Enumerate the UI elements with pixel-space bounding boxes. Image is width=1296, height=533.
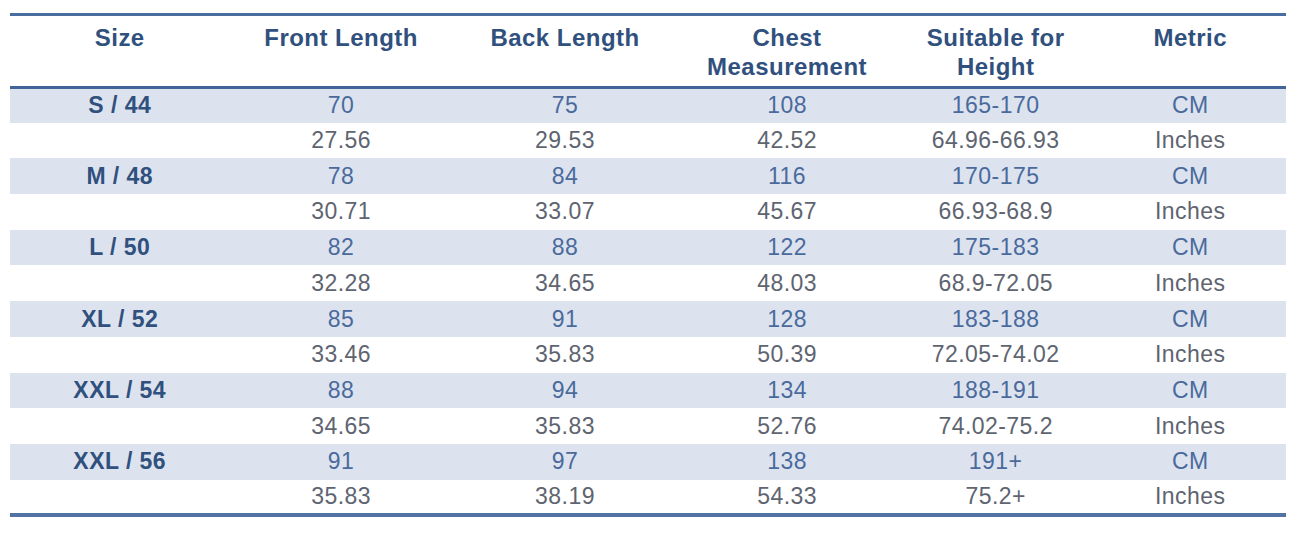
- value-cell: 33.07: [453, 194, 678, 230]
- value-cell: 35.83: [453, 408, 678, 444]
- value-cell: 29.53: [453, 123, 678, 159]
- value-cell: 88: [453, 230, 678, 266]
- value-cell: 35.83: [229, 480, 452, 516]
- metric-cell: Inches: [1095, 123, 1286, 159]
- column-header-size: Size: [10, 15, 229, 88]
- value-cell: 94: [453, 373, 678, 409]
- table-row: 35.8338.1954.3375.2+Inches: [10, 480, 1286, 516]
- value-cell: 30.71: [229, 194, 452, 230]
- size-cell: [10, 123, 229, 159]
- table-row: XXL / 548894134188-191CM: [10, 373, 1286, 409]
- column-header-metric: Metric: [1095, 15, 1286, 88]
- size-cell: XXL / 54: [10, 373, 229, 409]
- value-cell: 75.2+: [897, 480, 1095, 516]
- header-row: SizeFront LengthBack LengthChest Measure…: [10, 15, 1286, 88]
- value-cell: 88: [229, 373, 452, 409]
- metric-cell: CM: [1095, 158, 1286, 194]
- table-row: XXL / 569197138191+CM: [10, 444, 1286, 480]
- table-row: 32.2834.6548.0368.9-72.05Inches: [10, 265, 1286, 301]
- column-header-chest-measurement: Chest Measurement: [677, 15, 896, 88]
- value-cell: 91: [453, 301, 678, 337]
- table-row: 34.6535.8352.7674.02-75.2Inches: [10, 408, 1286, 444]
- size-cell: M / 48: [10, 158, 229, 194]
- value-cell: 27.56: [229, 123, 452, 159]
- size-cell: XL / 52: [10, 301, 229, 337]
- value-cell: 84: [453, 158, 678, 194]
- size-cell: XXL / 56: [10, 444, 229, 480]
- size-cell: [10, 337, 229, 373]
- value-cell: 188-191: [897, 373, 1095, 409]
- value-cell: 191+: [897, 444, 1095, 480]
- size-chart-sheet: SizeFront LengthBack LengthChest Measure…: [0, 0, 1296, 517]
- table-row: 30.7133.0745.6766.93-68.9Inches: [10, 194, 1286, 230]
- value-cell: 116: [677, 158, 896, 194]
- value-cell: 134: [677, 373, 896, 409]
- value-cell: 108: [677, 87, 896, 123]
- value-cell: 42.52: [677, 123, 896, 159]
- value-cell: 97: [453, 444, 678, 480]
- metric-cell: CM: [1095, 373, 1286, 409]
- table-row: 33.4635.8350.3972.05-74.02Inches: [10, 337, 1286, 373]
- value-cell: 91: [229, 444, 452, 480]
- size-cell: [10, 480, 229, 516]
- column-header-suitable-for-height: Suitable for Height: [897, 15, 1095, 88]
- value-cell: 45.67: [677, 194, 896, 230]
- value-cell: 68.9-72.05: [897, 265, 1095, 301]
- table-row: L / 508288122175-183CM: [10, 230, 1286, 266]
- metric-cell: Inches: [1095, 408, 1286, 444]
- value-cell: 165-170: [897, 87, 1095, 123]
- value-cell: 74.02-75.2: [897, 408, 1095, 444]
- value-cell: 35.83: [453, 337, 678, 373]
- metric-cell: Inches: [1095, 480, 1286, 516]
- value-cell: 54.33: [677, 480, 896, 516]
- value-cell: 128: [677, 301, 896, 337]
- value-cell: 75: [453, 87, 678, 123]
- value-cell: 138: [677, 444, 896, 480]
- size-cell: [10, 408, 229, 444]
- table-row: 27.5629.5342.5264.96-66.93Inches: [10, 123, 1286, 159]
- value-cell: 38.19: [453, 480, 678, 516]
- value-cell: 170-175: [897, 158, 1095, 194]
- value-cell: 72.05-74.02: [897, 337, 1095, 373]
- metric-cell: Inches: [1095, 265, 1286, 301]
- value-cell: 50.39: [677, 337, 896, 373]
- metric-cell: CM: [1095, 301, 1286, 337]
- size-cell: [10, 265, 229, 301]
- table-row: XL / 528591128183-188CM: [10, 301, 1286, 337]
- column-header-back-length: Back Length: [453, 15, 678, 88]
- value-cell: 66.93-68.9: [897, 194, 1095, 230]
- size-chart-table: SizeFront LengthBack LengthChest Measure…: [10, 13, 1286, 517]
- value-cell: 52.76: [677, 408, 896, 444]
- metric-cell: Inches: [1095, 337, 1286, 373]
- table-row: S / 447075108165-170CM: [10, 87, 1286, 123]
- value-cell: 64.96-66.93: [897, 123, 1095, 159]
- table-row: M / 487884116170-175CM: [10, 158, 1286, 194]
- value-cell: 122: [677, 230, 896, 266]
- value-cell: 183-188: [897, 301, 1095, 337]
- size-cell: [10, 194, 229, 230]
- table-body: S / 447075108165-170CM27.5629.5342.5264.…: [10, 87, 1286, 515]
- metric-cell: CM: [1095, 87, 1286, 123]
- value-cell: 48.03: [677, 265, 896, 301]
- size-cell: L / 50: [10, 230, 229, 266]
- value-cell: 32.28: [229, 265, 452, 301]
- value-cell: 82: [229, 230, 452, 266]
- metric-cell: CM: [1095, 230, 1286, 266]
- size-cell: S / 44: [10, 87, 229, 123]
- value-cell: 78: [229, 158, 452, 194]
- value-cell: 34.65: [453, 265, 678, 301]
- metric-cell: Inches: [1095, 194, 1286, 230]
- value-cell: 175-183: [897, 230, 1095, 266]
- column-header-front-length: Front Length: [229, 15, 452, 88]
- value-cell: 85: [229, 301, 452, 337]
- value-cell: 33.46: [229, 337, 452, 373]
- value-cell: 70: [229, 87, 452, 123]
- metric-cell: CM: [1095, 444, 1286, 480]
- value-cell: 34.65: [229, 408, 452, 444]
